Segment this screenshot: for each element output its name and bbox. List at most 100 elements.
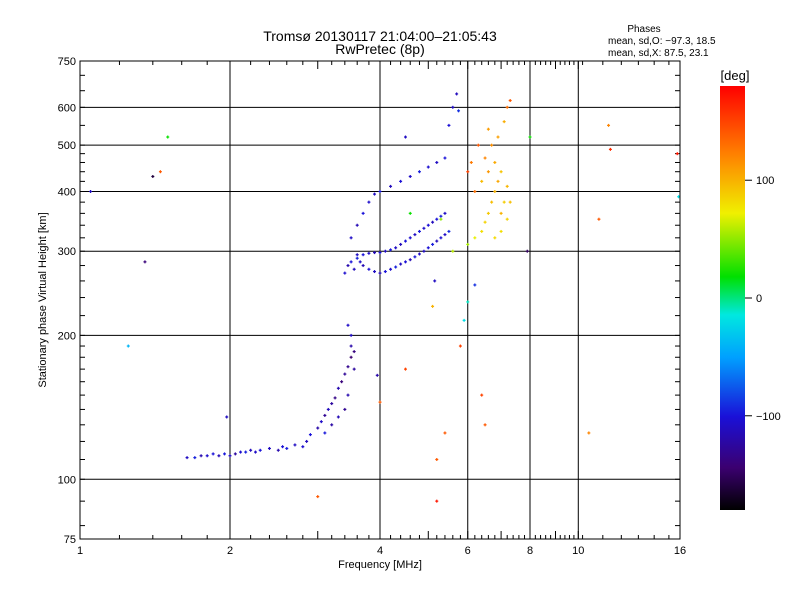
- data-point: [143, 260, 147, 264]
- data-point: [367, 267, 371, 271]
- data-point: [502, 200, 506, 204]
- data-point: [367, 251, 371, 255]
- grid-lines: [80, 61, 680, 539]
- data-point: [305, 439, 309, 443]
- data-point: [358, 260, 362, 264]
- data-point: [486, 211, 490, 215]
- minor-ticks: [79, 60, 680, 539]
- x-tick-label: 1: [77, 545, 83, 557]
- data-point: [422, 249, 426, 253]
- data-point: [258, 448, 262, 452]
- data-point: [330, 423, 334, 427]
- data-point: [408, 236, 412, 240]
- data-point: [267, 446, 271, 450]
- data-point: [211, 452, 215, 456]
- colorbar-tick-label: 100: [756, 175, 774, 187]
- phases-line-o: mean, sd,O: −97.3, 18.5: [608, 36, 716, 47]
- data-point: [473, 189, 477, 193]
- data-point: [608, 147, 612, 151]
- data-point: [308, 433, 312, 437]
- data-point: [490, 200, 494, 204]
- data-point: [249, 448, 253, 452]
- data-point: [508, 99, 512, 103]
- x-tick-label: 2: [227, 545, 233, 557]
- data-point: [483, 423, 487, 427]
- data-point: [493, 160, 497, 164]
- data-point: [373, 192, 377, 196]
- data-point: [301, 445, 305, 449]
- data-point: [389, 184, 393, 188]
- data-point: [403, 367, 407, 371]
- data-point: [505, 217, 509, 221]
- data-point: [466, 300, 470, 304]
- data-point: [378, 400, 382, 404]
- data-point: [378, 271, 382, 275]
- colorbar-tick-label: 0: [756, 293, 762, 305]
- x-tick-labels: 1 2 4 6 8 10 16: [77, 545, 686, 557]
- data-point: [323, 413, 327, 417]
- x-tick-label: 10: [572, 545, 584, 557]
- data-point: [228, 454, 232, 458]
- data-point: [253, 450, 257, 454]
- data-point: [486, 170, 490, 174]
- data-point: [493, 236, 497, 240]
- data-point: [89, 189, 93, 193]
- data-point: [151, 174, 155, 178]
- data-point: [426, 223, 430, 227]
- data-point: [458, 344, 462, 348]
- data-point: [675, 152, 679, 156]
- data-points: [89, 92, 681, 503]
- data-point: [499, 211, 503, 215]
- data-point: [403, 260, 407, 264]
- data-point: [343, 407, 347, 411]
- data-point: [505, 105, 509, 109]
- data-point: [439, 236, 443, 240]
- data-point: [333, 396, 337, 400]
- data-point: [439, 217, 443, 221]
- data-point: [431, 220, 435, 224]
- plot-frame: [79, 60, 681, 540]
- data-point: [285, 446, 289, 450]
- x-tick-label: 6: [465, 545, 471, 557]
- y-tick-label: 200: [58, 330, 76, 342]
- data-point: [199, 454, 203, 458]
- data-point: [378, 251, 382, 255]
- data-point: [352, 350, 356, 354]
- data-point: [408, 174, 412, 178]
- data-point: [352, 367, 356, 371]
- data-point: [346, 323, 350, 327]
- data-point: [126, 344, 130, 348]
- data-point: [316, 495, 320, 499]
- data-point: [508, 200, 512, 204]
- colorbar-tick-label: −100: [756, 411, 781, 423]
- data-point: [403, 239, 407, 243]
- y-axis-label: Stationary phase Virtual Height [km]: [37, 212, 49, 387]
- data-point: [597, 217, 601, 221]
- y-tick-label: 100: [58, 474, 76, 486]
- data-point: [349, 260, 353, 264]
- phases-line-x: mean, sd,X: 87.5, 23.1: [608, 48, 709, 59]
- data-point: [483, 156, 487, 160]
- data-point: [343, 271, 347, 275]
- phases-title: Phases: [627, 24, 660, 35]
- data-point: [352, 267, 356, 271]
- data-point: [462, 318, 466, 322]
- data-point: [473, 236, 477, 240]
- data-point: [607, 123, 611, 127]
- data-point: [293, 443, 297, 447]
- data-point: [217, 454, 221, 458]
- phases-box: Phases mean, sd,O: −97.3, 18.5 mean, sd,…: [608, 24, 716, 59]
- data-point: [336, 415, 340, 419]
- data-point: [480, 229, 484, 233]
- data-point: [403, 135, 407, 139]
- data-point: [496, 179, 500, 183]
- data-point: [225, 415, 229, 419]
- colorbar: [deg] 100 0 −100: [720, 68, 781, 510]
- data-point: [373, 251, 377, 255]
- data-point: [276, 448, 280, 452]
- data-point: [346, 365, 350, 369]
- data-point: [433, 279, 437, 283]
- data-point: [413, 233, 417, 237]
- data-point: [466, 170, 470, 174]
